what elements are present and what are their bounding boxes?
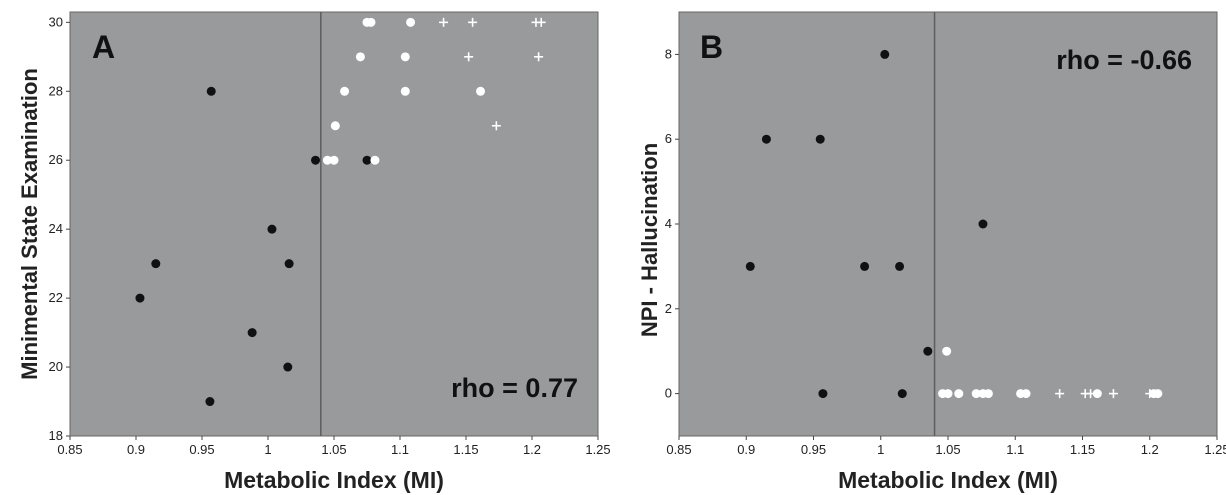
data-point-white — [1092, 389, 1102, 399]
y-tick-label: 22 — [49, 290, 63, 305]
y-tick-label: 8 — [665, 46, 672, 61]
data-point-black — [247, 328, 257, 338]
data-point-cross — [1086, 389, 1096, 399]
data-point-black — [897, 389, 907, 399]
plot-area-a — [69, 11, 599, 437]
data-point-black — [860, 261, 870, 271]
data-point-black — [923, 346, 933, 356]
x-tick-label: 1.15 — [453, 442, 478, 457]
x-tick-label: 1.05 — [935, 442, 960, 457]
x-tick-label: 1.1 — [1006, 442, 1024, 457]
data-point-black — [135, 293, 145, 303]
x-axis-label-b: Metabolic Index (MI) — [838, 467, 1058, 493]
x-tick-label: 0.9 — [737, 442, 755, 457]
x-tick-label: 0.9 — [127, 442, 145, 457]
y-tick-label: 4 — [665, 216, 672, 231]
data-point-white — [366, 17, 376, 27]
x-tick-label: 1 — [877, 442, 884, 457]
x-axis-label-a: Metabolic Index (MI) — [224, 467, 444, 493]
data-point-black — [205, 397, 215, 407]
x-tick-label: 0.95 — [801, 442, 826, 457]
data-point-white — [476, 86, 486, 96]
data-point-white — [400, 86, 410, 96]
data-point-black — [151, 259, 161, 269]
rho-annotation-a: rho = 0.77 — [451, 373, 578, 403]
panel-b: 0.85 0.9 0.95 1 1.05 1.1 1.15 1.2 1.25 0 2 4 6 8 B rh… — [637, 11, 1226, 493]
data-point-black — [311, 155, 321, 165]
data-point-black — [206, 86, 216, 96]
panel-letter-a: A — [92, 29, 115, 65]
data-point-white — [330, 121, 340, 131]
x-tick-label: 0.85 — [57, 442, 82, 457]
ticks-a: 0.85 0.9 0.95 1 1.05 1.1 1.15 1.2 1.25 18 20 22 24 26… — [49, 14, 611, 457]
data-point-white — [943, 389, 953, 399]
y-tick-label: 26 — [49, 152, 63, 167]
x-tick-label: 1.15 — [1070, 442, 1095, 457]
panel-letter-b: B — [700, 29, 723, 65]
x-tick-label: 1.25 — [585, 442, 610, 457]
data-point-cross — [1108, 389, 1118, 399]
data-point-white — [971, 389, 981, 399]
ticks-b: 0.85 0.9 0.95 1 1.05 1.1 1.15 1.2 1.25 0 2 4 6 8 — [665, 46, 1226, 457]
y-tick-label: 24 — [49, 221, 63, 236]
x-tick-label: 1.2 — [523, 442, 541, 457]
data-point-cross — [439, 17, 449, 27]
data-point-black — [895, 261, 905, 271]
marks-b — [745, 12, 1163, 436]
data-point-white — [1153, 389, 1163, 399]
data-point-black — [880, 49, 890, 59]
data-point-cross — [468, 17, 478, 27]
data-point-white — [322, 155, 332, 165]
data-point-black — [815, 134, 825, 144]
data-point-black — [283, 362, 293, 372]
data-point-cross — [1145, 389, 1155, 399]
y-tick-label: 6 — [665, 131, 672, 146]
data-point-cross — [536, 17, 546, 27]
data-point-white — [942, 346, 952, 356]
plot-area-b — [678, 11, 1218, 437]
data-point-black — [978, 219, 988, 229]
data-point-white — [329, 155, 339, 165]
data-point-white — [983, 389, 993, 399]
data-point-black — [267, 224, 277, 234]
data-point-black — [745, 261, 755, 271]
data-point-white — [954, 389, 964, 399]
data-point-cross — [534, 52, 544, 62]
data-point-black — [362, 155, 372, 165]
y-tick-label: 0 — [665, 386, 672, 401]
data-point-black — [284, 259, 294, 269]
data-point-cross — [464, 52, 474, 62]
y-axis-label-b: NPI - Hallucination — [637, 143, 662, 337]
x-tick-label: 1.2 — [1141, 442, 1159, 457]
x-tick-label: 1 — [264, 442, 271, 457]
data-point-white — [370, 155, 380, 165]
x-tick-label: 1.25 — [1204, 442, 1226, 457]
data-point-cross — [1055, 389, 1065, 399]
data-point-white — [406, 17, 416, 27]
data-point-white — [1021, 389, 1031, 399]
x-tick-label: 0.85 — [666, 442, 691, 457]
y-tick-label: 2 — [665, 301, 672, 316]
y-axis-label-a: Minimental State Examination — [17, 68, 42, 380]
y-tick-label: 28 — [49, 83, 63, 98]
y-tick-label: 30 — [49, 14, 63, 29]
data-point-white — [355, 52, 365, 62]
y-tick-label: 18 — [49, 428, 63, 443]
data-point-white — [400, 52, 410, 62]
x-tick-label: 0.95 — [189, 442, 214, 457]
x-tick-label: 1.05 — [321, 442, 346, 457]
marks-a — [135, 12, 546, 436]
panel-a: 0.85 0.9 0.95 1 1.05 1.1 1.15 1.2 1.25 18 20 22 24 26… — [17, 11, 611, 493]
data-point-black — [818, 389, 828, 399]
rho-annotation-b: rho = -0.66 — [1056, 45, 1192, 75]
y-tick-label: 20 — [49, 359, 63, 374]
data-point-cross — [491, 121, 501, 131]
data-point-white — [340, 86, 350, 96]
x-tick-label: 1.1 — [391, 442, 409, 457]
data-point-black — [761, 134, 771, 144]
